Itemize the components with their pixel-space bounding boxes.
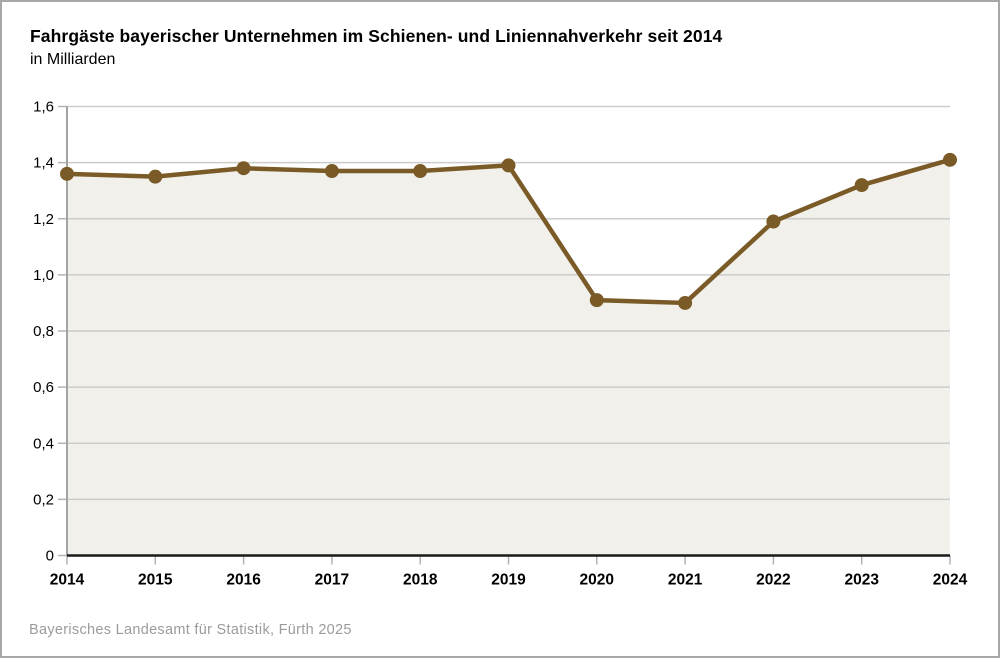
y-axis-label: 0,2: [33, 491, 54, 508]
data-point: [148, 169, 163, 184]
y-axis-label: 0: [46, 548, 54, 565]
x-axis-label: 2014: [50, 572, 85, 589]
y-axis-label: 1,4: [33, 155, 54, 172]
data-point: [589, 293, 604, 308]
y-axis-label: 0,8: [33, 323, 54, 340]
data-point: [324, 164, 339, 179]
data-point: [60, 166, 74, 181]
data-point: [413, 164, 428, 179]
x-axis-label: 2024: [933, 572, 968, 589]
x-axis-label: 2021: [668, 572, 703, 589]
y-axis-label: 1,6: [33, 99, 54, 116]
data-point: [766, 214, 781, 229]
x-axis-label: 2020: [580, 572, 614, 589]
data-point: [501, 158, 516, 173]
y-axis-label: 1,0: [33, 267, 54, 284]
x-axis-label: 2018: [403, 572, 438, 589]
x-axis-label: 2015: [138, 572, 173, 589]
x-axis-label: 2016: [226, 572, 261, 589]
data-point: [854, 178, 869, 193]
source-note: Bayerisches Landesamt für Statistik, Für…: [29, 622, 352, 638]
data-point: [678, 295, 693, 310]
chart-title: Fahrgäste bayerischer Unternehmen im Sch…: [30, 26, 723, 46]
y-axis-label: 0,6: [33, 379, 54, 396]
y-axis-label: 1,2: [33, 211, 54, 228]
data-point: [236, 161, 251, 176]
area-fill: [67, 159, 950, 556]
x-axis-label: 2017: [315, 572, 349, 589]
y-axis-label: 0,4: [33, 435, 54, 452]
x-axis-label: 2023: [844, 572, 879, 589]
data-point: [943, 152, 957, 167]
x-axis-label: 2022: [756, 572, 790, 589]
x-axis-label: 2019: [491, 572, 526, 589]
chart-subtitle: in Milliarden: [30, 51, 116, 68]
